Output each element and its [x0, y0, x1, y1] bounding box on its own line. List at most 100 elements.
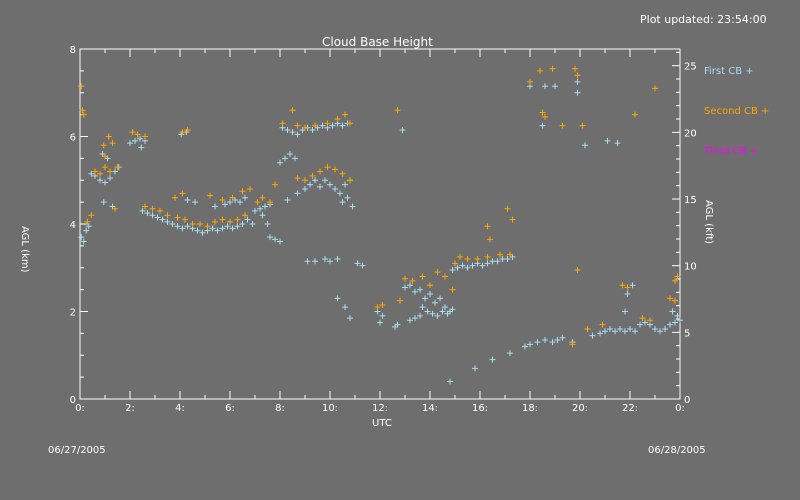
data-point: [427, 291, 433, 297]
data-point: [602, 328, 608, 335]
data-point: [224, 223, 231, 230]
x-tick-label: 20:: [572, 403, 588, 414]
chart-title: Cloud Base Height: [322, 35, 433, 49]
data-point: [677, 317, 683, 324]
data-point: [252, 207, 258, 214]
data-point: [534, 339, 541, 346]
data-point: [497, 251, 503, 258]
data-point: [614, 140, 621, 147]
data-point: [629, 282, 636, 289]
data-point: [277, 238, 283, 245]
data-point: [247, 186, 253, 192]
data-point: [312, 122, 318, 129]
data-point: [437, 295, 443, 302]
data-point: [339, 199, 346, 206]
data-point: [339, 170, 346, 177]
data-point: [85, 223, 92, 230]
data-point: [359, 262, 366, 269]
y-tick-label-right: 20: [684, 128, 697, 139]
data-point: [282, 155, 288, 162]
data-point: [289, 129, 296, 136]
data-point: [672, 319, 678, 326]
data-point: [527, 341, 533, 348]
data-point: [559, 122, 566, 129]
data-point: [304, 258, 311, 265]
data-point: [174, 214, 181, 221]
data-point: [302, 177, 308, 184]
data-point: [632, 328, 638, 335]
data-point: [267, 234, 273, 241]
data-point: [267, 199, 273, 206]
data-point: [574, 72, 581, 79]
data-point: [144, 210, 151, 217]
legend-second-cb: Second CB +: [704, 106, 770, 117]
data-point: [242, 194, 248, 201]
data-point: [407, 317, 413, 324]
data-point: [484, 223, 491, 230]
y-axis-label-left: AGL (km): [19, 226, 30, 273]
y-tick-label-left: 0: [70, 395, 76, 406]
data-point: [674, 312, 681, 319]
data-point: [344, 194, 351, 201]
data-point: [572, 65, 578, 72]
data-point: [222, 201, 228, 208]
data-point: [114, 164, 121, 171]
data-point: [324, 164, 331, 171]
data-point: [197, 221, 203, 227]
y-tick-label-right: 0: [684, 395, 690, 406]
data-point: [539, 109, 546, 116]
data-point: [204, 223, 211, 230]
data-point: [574, 266, 581, 273]
data-point: [164, 218, 171, 225]
data-point: [542, 113, 548, 120]
data-point: [79, 107, 86, 114]
data-point: [604, 137, 611, 144]
data-point: [522, 343, 528, 350]
data-point: [537, 67, 543, 74]
data-point: [212, 203, 218, 210]
data-point: [329, 122, 336, 129]
data-point: [292, 155, 298, 162]
data-point: [83, 227, 90, 234]
data-point: [157, 207, 163, 214]
data-point: [184, 223, 191, 230]
data-point: [97, 170, 103, 177]
data-point: [307, 181, 313, 188]
data-point: [672, 277, 678, 284]
data-point: [324, 120, 331, 127]
data-point: [142, 133, 148, 140]
data-point: [617, 326, 623, 332]
data-point: [597, 330, 603, 337]
data-point: [284, 126, 291, 133]
data-point: [584, 326, 591, 332]
data-point: [289, 107, 296, 114]
data-point: [182, 216, 188, 223]
data-point: [379, 312, 386, 319]
data-point: [105, 133, 112, 140]
data-point: [137, 135, 143, 142]
data-point: [259, 212, 266, 219]
data-point: [424, 308, 431, 315]
data-point: [194, 227, 201, 234]
data-point: [229, 225, 236, 232]
data-point: [422, 295, 428, 302]
data-point: [527, 78, 533, 85]
data-point: [549, 65, 556, 72]
data-point: [542, 83, 548, 90]
data-point: [227, 199, 233, 206]
series-first-cb: [78, 78, 683, 385]
data-point: [264, 221, 271, 227]
data-point: [454, 264, 461, 271]
data-point: [107, 175, 113, 182]
data-point: [214, 227, 221, 234]
data-point: [347, 315, 353, 322]
data-point: [539, 122, 546, 129]
data-point: [284, 196, 291, 203]
data-point: [494, 258, 501, 265]
data-point: [624, 291, 631, 297]
axes-layer: [79, 48, 681, 400]
data-point: [138, 144, 145, 151]
data-point: [427, 282, 433, 289]
data-point: [229, 194, 236, 201]
